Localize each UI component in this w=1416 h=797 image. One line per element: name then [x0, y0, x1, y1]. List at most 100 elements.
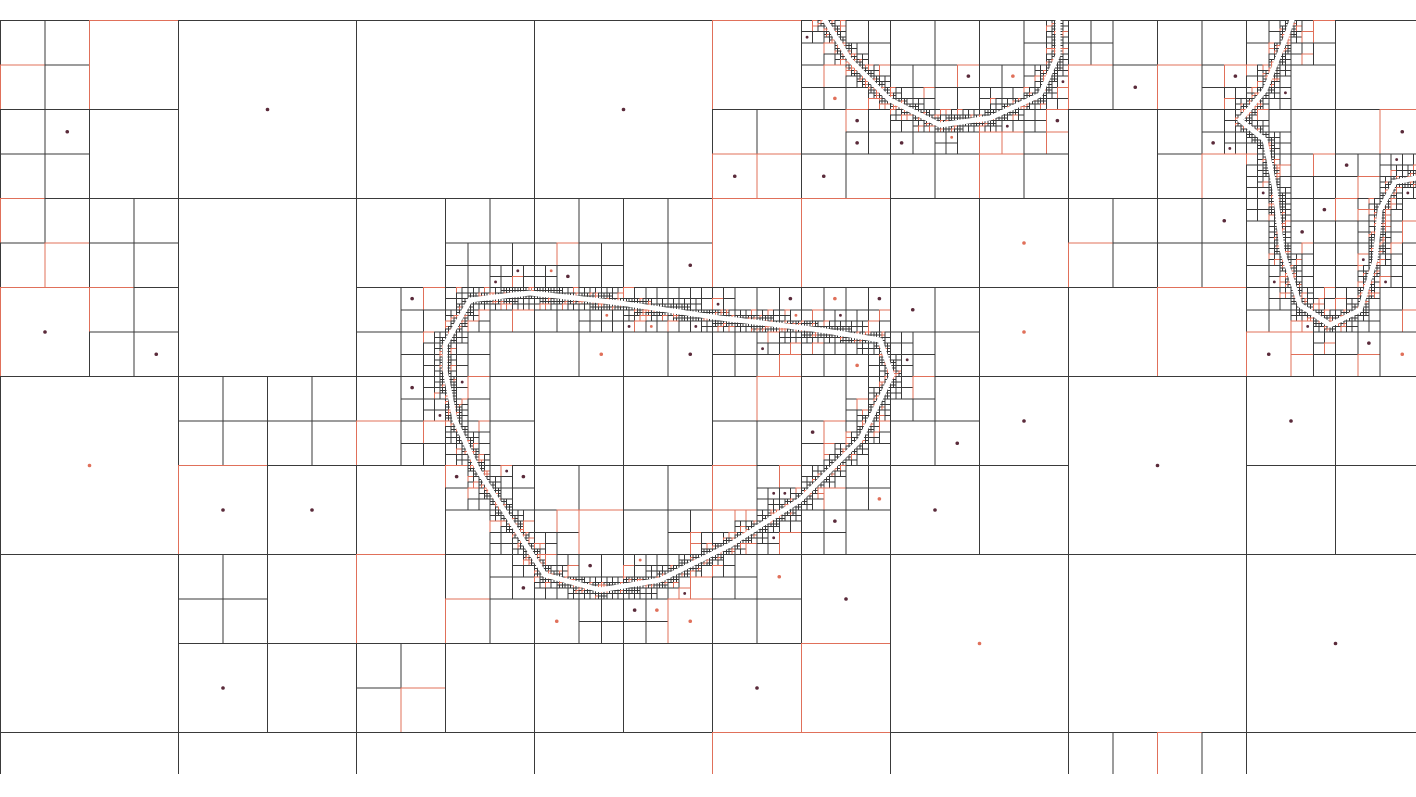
quadtree-cell: [628, 592, 636, 600]
quadtree-cell: [1251, 86, 1259, 94]
quadtree-cell: [862, 342, 869, 350]
quadtree-cell: [851, 459, 858, 466]
quadtree-cell: [584, 592, 591, 600]
quadtree-cell: [1335, 287, 1348, 300]
cell-center-point: [154, 352, 159, 357]
quadtree-cell: [545, 554, 558, 567]
cell-center-point: [632, 608, 637, 612]
quadtree-cell: [1262, 64, 1270, 72]
quadtree-cell: [973, 125, 980, 133]
quadtree-cell: [895, 376, 903, 383]
quadtree-cell: [851, 325, 858, 333]
quadtree-cell: [1401, 287, 1416, 311]
quadtree-cell: [878, 309, 891, 322]
quadtree-cell: [739, 325, 747, 333]
quadtree-cell: [1017, 109, 1025, 116]
quadtree-cell: [445, 598, 491, 644]
quadtree-cell: [511, 275, 524, 288]
quadtree-cell: [878, 64, 891, 77]
quadtree-cell: [472, 437, 480, 444]
quadtree-cell: [517, 548, 524, 555]
quadtree-cell: [1379, 153, 1392, 166]
quadtree-cell: [550, 581, 558, 589]
quadtree-cell: [890, 109, 897, 116]
quadtree-cell: [450, 342, 458, 350]
quadtree-cell: [517, 298, 524, 305]
quadtree-cell: [267, 554, 357, 644]
quadtree-cell: [1385, 242, 1392, 250]
quadtree-cell: [778, 465, 802, 489]
quadtree-cell: [489, 420, 535, 466]
quadtree-cell: [467, 331, 491, 355]
quadtree-cell: [689, 576, 713, 600]
quadtree-cell: [489, 576, 513, 600]
quadtree-cell: [695, 298, 702, 305]
cell-center-point: [1400, 352, 1405, 357]
quadtree-cell: [667, 587, 680, 600]
quadtree-cell: [1290, 320, 1303, 333]
quadtree-cell: [589, 309, 602, 322]
quadtree-cell: [545, 581, 552, 589]
quadtree-cell: [1284, 287, 1292, 294]
quadtree-cell: [806, 476, 814, 483]
quadtree-cell: [712, 576, 736, 600]
quadtree-cell: [1401, 170, 1409, 177]
quadtree-cell: [461, 403, 469, 411]
cell-center-point: [1005, 124, 1009, 128]
quadtree-cell: [456, 364, 469, 377]
quadtree-cell: [912, 376, 936, 400]
quadtree-cell: [778, 337, 786, 344]
quadtree-cell: [645, 314, 652, 322]
quadtree-cell: [534, 465, 580, 511]
quadtree-cell: [645, 620, 669, 644]
quadtree-cell: [1112, 198, 1158, 244]
quadtree-cell: [1335, 353, 1359, 377]
quadtree-cell: [1234, 109, 1242, 116]
quadtree-cell: [489, 476, 497, 483]
quadtree-cell: [1335, 325, 1342, 333]
quadtree-cell: [979, 109, 986, 116]
quadtree-cell: [912, 125, 919, 133]
quadtree-cell: [962, 125, 969, 133]
quadtree-cell: [789, 487, 797, 494]
quadtree-cell: [851, 42, 858, 49]
quadtree-cell: [400, 331, 424, 355]
quadtree-cell: [567, 554, 580, 567]
quadtree-cell: [445, 314, 452, 322]
cell-center-point: [788, 296, 793, 301]
quadtree-cell: [895, 359, 903, 366]
cell-center-point: [1384, 280, 1387, 284]
quadtree-cell: [517, 515, 524, 522]
quadtree-cell: [839, 58, 847, 66]
quadtree-cell: [934, 86, 958, 110]
cell-center-point: [1261, 191, 1265, 195]
quadtree-cell: [461, 337, 469, 344]
quadtree-cell: [1401, 220, 1416, 244]
quadtree-cell: [678, 554, 686, 561]
quadtree-cell: [901, 114, 908, 122]
quadtree-cell: [556, 303, 563, 311]
quadtree-cell: [912, 398, 936, 422]
quadtree-cell: [567, 303, 574, 311]
quadtree-cell: [561, 303, 569, 311]
quadtree-cell: [1329, 309, 1336, 316]
quadtree-cell: [1062, 36, 1069, 44]
quadtree-cell: [700, 320, 708, 327]
quadtree-cell: [812, 492, 819, 500]
quadtree-cell: [756, 542, 769, 555]
quadtree-cell: [1412, 186, 1416, 199]
quadtree-cell: [178, 420, 224, 466]
quadtree-cell: [467, 264, 491, 288]
quadtree-cell: [1040, 64, 1047, 72]
quadtree-cell: [1312, 20, 1336, 44]
quadtree-cell: [1045, 36, 1053, 44]
quadtree-cell: [823, 64, 847, 88]
quadtree-cell: [1284, 70, 1292, 77]
quadtree-cell: [890, 353, 897, 361]
quadtree-cell: [723, 531, 730, 539]
quadtree-cell: [534, 264, 547, 277]
quadtree-cell: [572, 592, 580, 600]
quadtree-cell: [873, 348, 880, 355]
quadtree-cell: [756, 287, 780, 311]
quadtree-cell: [878, 75, 886, 83]
